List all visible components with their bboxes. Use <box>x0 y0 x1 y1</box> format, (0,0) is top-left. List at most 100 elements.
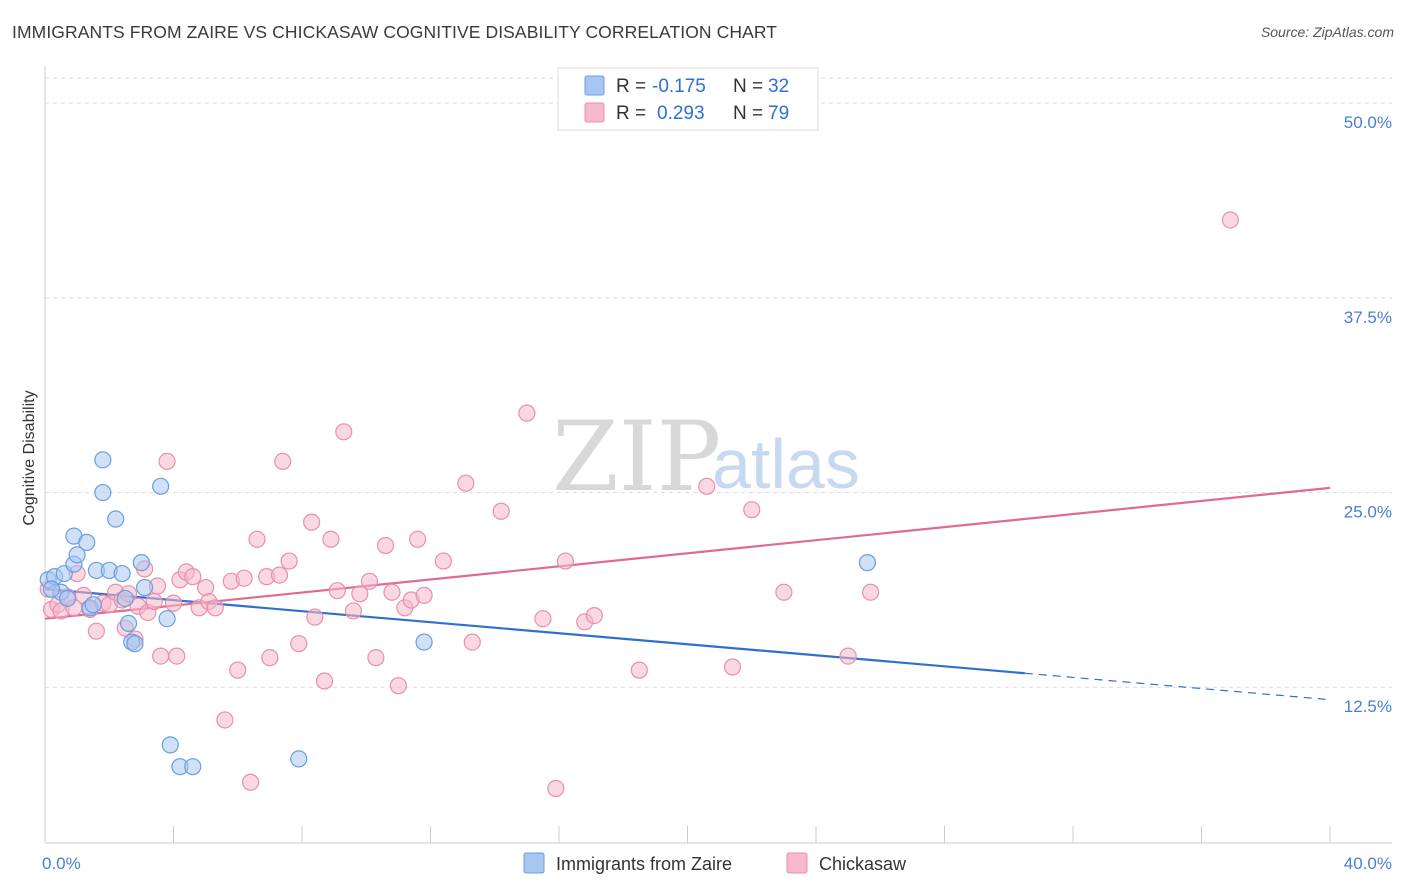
chart-source: Source: ZipAtlas.com <box>1260 24 1394 40</box>
point-1-75 <box>743 501 761 519</box>
point-1-71 <box>585 606 603 625</box>
point-0-19 <box>119 614 138 632</box>
point-1-53 <box>360 572 379 590</box>
point-1-66 <box>518 404 536 422</box>
point-1-65 <box>492 502 510 520</box>
point-1-52 <box>351 585 369 603</box>
axes <box>44 66 1392 844</box>
y-tick-label-0: 12.5% <box>1344 697 1392 716</box>
point-1-44 <box>290 635 308 653</box>
bottom-legend-label-chickasaw: Chickasaw <box>819 854 907 874</box>
point-0-7 <box>68 546 86 564</box>
point-0-22 <box>132 554 150 572</box>
point-0-5 <box>58 589 77 608</box>
legend-r-label-chickasaw: R = <box>616 103 646 124</box>
point-0-29 <box>290 750 308 768</box>
data-points <box>39 211 1240 798</box>
point-1-30 <box>197 578 215 597</box>
point-1-78 <box>862 583 880 601</box>
point-0-21 <box>126 635 144 653</box>
point-1-33 <box>216 711 234 729</box>
point-1-36 <box>235 569 253 587</box>
legend-r-label-zaire: R = <box>616 76 646 97</box>
point-1-38 <box>248 530 266 548</box>
point-1-28 <box>184 568 202 586</box>
chart-title: IMMIGRANTS FROM ZAIRE VS CHICKASAW COGNI… <box>12 22 778 42</box>
point-0-25 <box>158 610 176 628</box>
point-1-60 <box>409 530 427 548</box>
point-1-77 <box>839 647 857 665</box>
point-1-49 <box>328 582 346 600</box>
y-tick-label-3: 50.0% <box>1344 113 1392 132</box>
point-1-47 <box>315 672 334 690</box>
point-0-11 <box>84 596 102 614</box>
point-0-17 <box>113 564 131 583</box>
point-1-61 <box>415 586 433 604</box>
point-1-25 <box>168 647 186 665</box>
point-0-26 <box>161 736 179 754</box>
watermark-zip: ZIP <box>552 401 721 513</box>
legend-r-value-zaire: -0.175 <box>652 76 706 97</box>
point-0-30 <box>415 633 433 651</box>
point-1-54 <box>367 649 385 667</box>
point-1-43 <box>280 552 298 570</box>
point-1-73 <box>698 477 716 495</box>
point-1-57 <box>389 677 407 695</box>
point-1-72 <box>630 661 648 679</box>
point-1-63 <box>457 474 475 492</box>
point-0-23 <box>135 578 154 597</box>
point-1-42 <box>274 452 292 470</box>
point-0-13 <box>94 451 112 469</box>
legend-swatch-chickasaw <box>584 102 605 123</box>
legend-n-label-chickasaw: N = <box>733 103 763 124</box>
y-axis-label: Cognitive Disability <box>21 390 38 525</box>
legend: R = -0.175 N = 32 R = 0.293 N = 79 <box>557 67 819 131</box>
point-1-64 <box>463 633 481 651</box>
point-1-41 <box>270 566 289 584</box>
point-1-23 <box>158 452 176 470</box>
point-0-3 <box>42 580 61 598</box>
point-0-18 <box>116 589 134 608</box>
y-tick-label-2: 37.5% <box>1344 308 1392 327</box>
point-1-37 <box>242 773 260 791</box>
point-1-67 <box>534 610 552 628</box>
point-1-56 <box>383 583 401 601</box>
point-1-62 <box>434 552 452 570</box>
point-1-79 <box>1221 211 1240 229</box>
point-0-24 <box>152 477 170 495</box>
bottom-legend-swatch-zaire <box>523 852 545 874</box>
point-1-22 <box>152 647 170 665</box>
point-1-69 <box>556 552 575 570</box>
legend-swatch-zaire <box>584 75 605 96</box>
point-0-9 <box>78 533 96 551</box>
x-tick-labels: 0.0% 40.0% <box>42 854 1392 873</box>
grid-lines <box>45 77 1392 688</box>
point-1-35 <box>229 661 247 679</box>
y-tick-labels: 12.5% 25.0% 37.5% 50.0% <box>1344 113 1392 716</box>
point-1-24 <box>164 594 183 612</box>
point-1-74 <box>723 658 742 676</box>
legend-n-label-zaire: N = <box>733 76 763 97</box>
point-1-51 <box>344 602 362 620</box>
watermark: ZIP atlas <box>552 401 860 513</box>
point-1-20 <box>145 592 163 611</box>
bottom-legend-swatch-chickasaw <box>786 852 808 874</box>
trend-line-0 <box>44 588 1025 675</box>
point-1-76 <box>775 583 793 601</box>
point-0-28 <box>184 758 202 776</box>
x-tick-label-min: 0.0% <box>42 854 81 873</box>
point-0-16 <box>107 510 125 528</box>
point-0-14 <box>94 483 112 502</box>
point-1-32 <box>206 599 224 617</box>
point-1-55 <box>376 536 395 555</box>
point-1-45 <box>303 513 321 531</box>
legend-n-value-chickasaw: 79 <box>768 103 789 124</box>
point-0-31 <box>858 554 877 572</box>
legend-r-value-chickasaw: 0.293 <box>657 103 705 124</box>
trend-line-1 <box>44 486 1331 620</box>
point-1-50 <box>335 423 353 441</box>
point-1-9 <box>87 622 106 640</box>
bottom-legend: Immigrants from Zaire Chickasaw <box>523 852 907 874</box>
y-tick-label-1: 25.0% <box>1344 503 1392 522</box>
watermark-atlas: atlas <box>712 425 860 503</box>
